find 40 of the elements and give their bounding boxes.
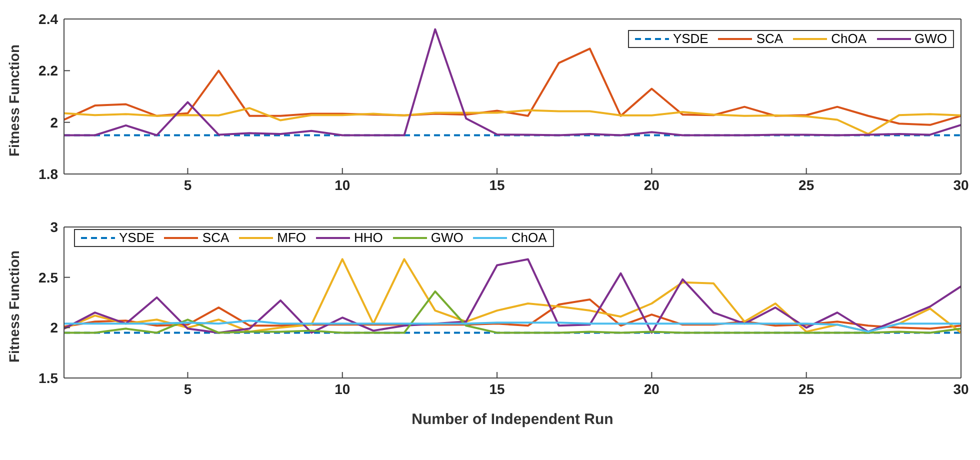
line-series [64, 320, 961, 333]
legend-label: SCA [756, 31, 784, 47]
line-series [64, 290, 961, 334]
x-tick-label: 30 [953, 176, 969, 193]
line-series [64, 298, 961, 330]
y-axis-title: Fitness Function [6, 44, 22, 156]
x-tick-label: 5 [184, 176, 192, 193]
x-tick-label: 20 [644, 380, 660, 397]
legend-label: HHO [354, 230, 383, 246]
y-tick-label: 2.5 [38, 269, 58, 286]
y-axis-title: Fitness Function [6, 250, 22, 362]
legend-label: SCA [202, 230, 230, 246]
line-series [64, 258, 961, 334]
y-tick-label: 3 [50, 218, 58, 235]
y-tick-label: 2.2 [38, 62, 58, 79]
x-tick-label: 10 [334, 380, 350, 397]
x-tick-label: 25 [798, 176, 814, 193]
x-axis-title: Number of Independent Run [412, 411, 614, 428]
legend-label: MFO [277, 230, 306, 246]
x-tick-label: 25 [798, 380, 814, 397]
x-tick-label: 15 [489, 176, 506, 193]
x-tick-label: 30 [953, 380, 969, 397]
legend-label: ChOA [831, 31, 866, 47]
x-tick-label: 20 [644, 176, 660, 193]
y-tick-label: 2.4 [38, 10, 58, 27]
y-tick-label: 1.8 [38, 166, 58, 182]
line-series [64, 48, 961, 126]
y-tick-label: 1.5 [38, 370, 58, 386]
x-tick-label: 15 [489, 380, 506, 397]
y-tick-label: 2 [50, 320, 58, 336]
legend-label: YSDE [119, 230, 154, 246]
y-tick-label: 2 [50, 114, 58, 130]
line-series [64, 28, 961, 136]
legend-label: YSDE [672, 31, 708, 47]
line-series [64, 107, 961, 135]
x-tick-label: 10 [334, 176, 350, 193]
legend-label: GWO [430, 230, 464, 246]
legend-label: ChOA [511, 230, 547, 246]
legend-label: GWO [914, 31, 947, 47]
x-tick-label: 5 [184, 380, 192, 397]
